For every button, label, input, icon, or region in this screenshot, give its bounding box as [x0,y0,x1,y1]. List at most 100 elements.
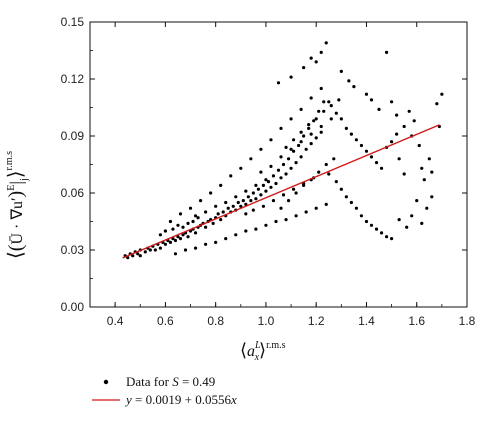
scatter-point [440,92,444,96]
scatter-point [339,187,343,191]
scatter-point [324,202,328,206]
scatter-point [324,162,328,167]
y-tick-label: 0.09 [61,129,85,143]
scatter-point [299,140,303,144]
scatter-point [153,248,157,252]
scatter-point [307,123,311,127]
scatter-point [374,227,379,231]
scatter-point [410,214,414,218]
x-tick-label: 0.8 [207,314,224,328]
scatter-point [294,161,298,165]
scatter-point [299,107,303,111]
scatter-point [176,223,180,227]
scatter-point [309,56,313,60]
scatter-point [349,200,353,205]
x-tick-label: 1.8 [459,314,476,328]
scatter-point [219,183,223,187]
scatter-point [359,214,364,218]
scatter-point [319,50,323,55]
scatter-point [259,147,263,151]
scatter-point [269,138,273,142]
y-label-bracket-open: ⟨( [5,244,27,259]
scatter-point [417,143,421,148]
scatter-point [319,86,323,91]
scatter-point [294,214,298,218]
scatter-point [291,149,296,153]
scatter-point [241,199,245,203]
scatter-point [256,187,260,191]
scatter-point [364,219,369,224]
scatter-point [136,252,140,256]
scatter-point [327,172,331,176]
scatter-point [289,75,293,79]
scatter-point [299,130,303,134]
scatter-point [430,195,434,199]
scatter-point [390,140,394,144]
scatter-point [173,252,178,256]
scatter-point [422,178,426,182]
scatter-point [395,132,399,136]
x-tick-label: 1.2 [308,314,325,328]
scatter-point [319,130,323,134]
scatter-point [143,250,147,254]
scatter-point [249,157,253,161]
y-label-bracket-close: ) [5,191,27,198]
scatter-point [173,238,178,243]
scatter-point [286,199,291,203]
scatter-point [291,187,296,191]
scatter-point [274,181,278,186]
x-label-sup: L [254,340,261,351]
scatter-point [221,210,225,214]
scatter-point [374,161,379,165]
scatter-point [168,219,173,224]
scatter-point [224,200,228,205]
scatter-point [269,164,273,168]
scatter-point [214,204,218,208]
scatter-point [244,189,248,193]
scatter-point [322,109,326,113]
scatter-point [211,221,215,225]
scatter-point [274,219,278,224]
scatter-point [254,197,258,201]
scatter-point [302,134,306,138]
scatter-point [329,117,333,121]
scatter-point [198,199,203,203]
scatter-point [284,218,288,222]
y-tick-label: 0.15 [61,15,85,29]
scatter-point [390,100,394,104]
scatter-point [369,155,374,159]
scatter-point [304,210,308,214]
y-axis-label: ⟨(Ū · ∇u′)E|j⟩r.m.s [4,151,30,259]
scatter-point [390,237,394,241]
y-tick-label: 0.03 [61,243,85,257]
scatter-point [234,195,238,199]
scatter-point [148,248,152,252]
scatter-point [251,208,255,212]
scatter-point [347,79,351,83]
scatter-point [271,199,276,203]
scatter-point [354,138,359,142]
scatter-point [329,104,333,108]
scatter-point [279,176,283,180]
scatter-point [319,124,323,129]
scatter-point [246,195,250,199]
y-label-angle-close: ⟩ [5,170,27,178]
scatter-point [397,218,401,222]
scatter-point [291,138,296,142]
scatter-point [304,147,308,151]
scatter-point [254,227,258,231]
scatter-point [402,172,406,176]
scatter-point [178,237,183,241]
x-tick-label: 1.6 [408,314,425,328]
scatter-point [276,81,281,85]
y-tick-label: 0.06 [61,186,85,200]
x-label-sub: x [254,352,260,363]
scatter-point [339,69,343,73]
scatter-point [186,235,190,239]
scatter-point [234,233,238,237]
scatter-point [402,124,406,129]
scatter-point [193,246,198,250]
y-label-sup-e: E [6,185,17,191]
legend-scatter-prefix: Data for [126,374,172,389]
scatter-point [219,218,223,222]
